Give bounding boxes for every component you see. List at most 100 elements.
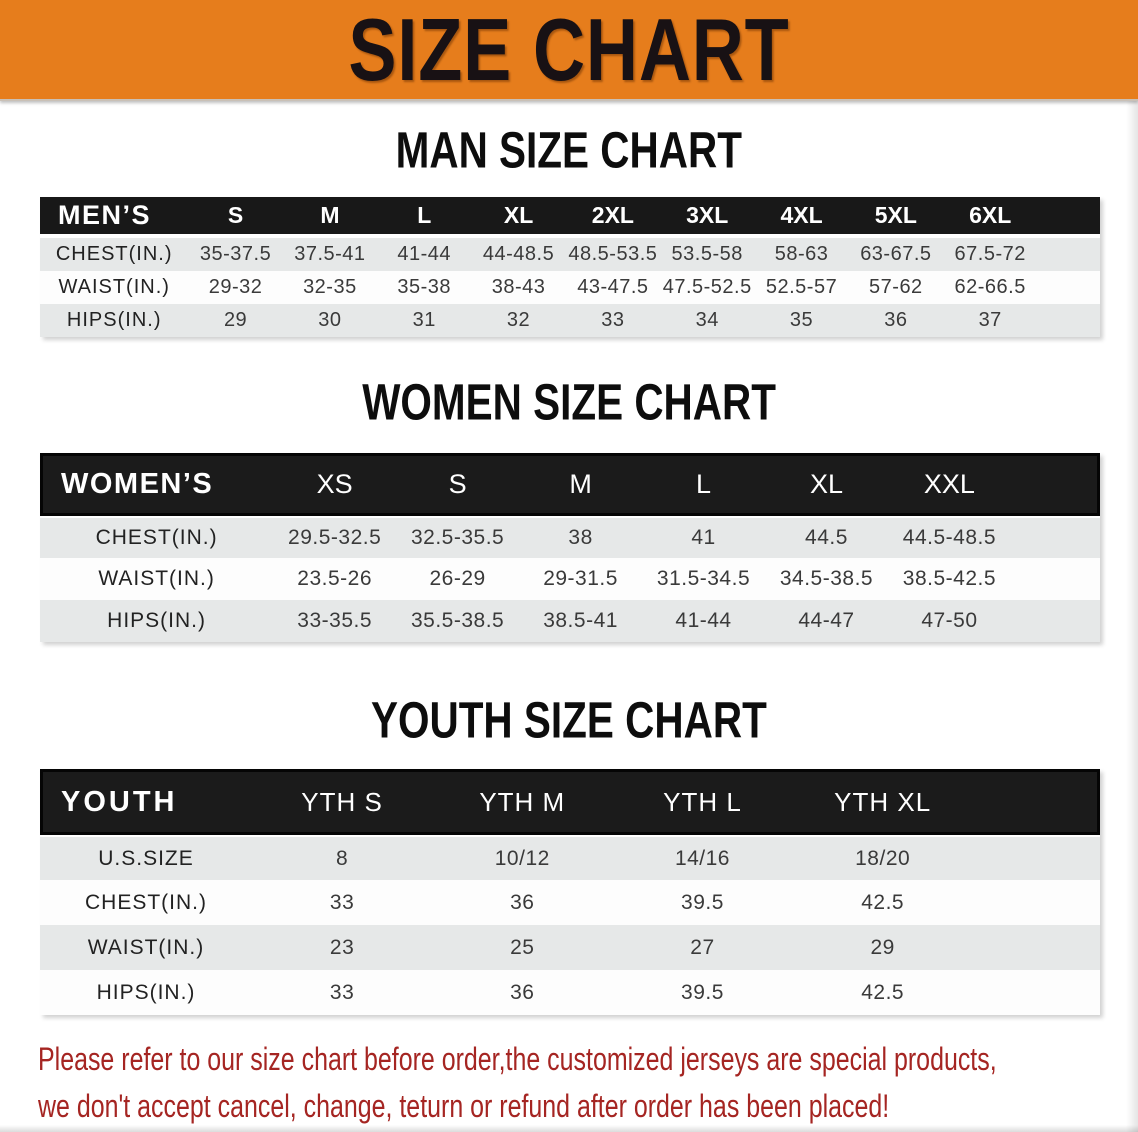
page-edge-shadow: [1126, 101, 1138, 1132]
header-spacer: [1037, 197, 1100, 238]
disclaimer-line-1: Please refer to our size chart before or…: [38, 1041, 997, 1077]
women-section-heading: WOMEN SIZE CHART: [0, 373, 1138, 431]
row-spacer: [973, 925, 1100, 970]
cell-value: 30: [318, 309, 342, 331]
column-header: 4XL: [754, 197, 849, 238]
page-bottom-shadow: [0, 1125, 1138, 1132]
cell-value: 34.5-38.5: [779, 567, 874, 590]
table-header-row: MEN’S S M L XL 2XL 3XL 4XL 5XL 6XL: [40, 197, 1100, 238]
row-spacer: [1011, 600, 1100, 642]
cell-value: 41-44: [397, 243, 452, 265]
cell-value: 36: [510, 890, 535, 914]
table-row: WAIST(IN.) 29-32 32-35 35-38 38-43 43-47.5 47.…: [40, 271, 1100, 304]
cell-value: 35: [789, 309, 814, 331]
column-header: XS: [273, 453, 397, 516]
table-row: CHEST(IN.) 35-37.5 37.5-41 41-44 44-48.5 48.5…: [40, 238, 1100, 271]
cell-value: 29: [870, 935, 895, 959]
row-spacer: [973, 970, 1100, 1015]
table-row: U.S.SIZE 8 10/12 14/16 18/20: [40, 835, 1100, 880]
cell-value: 38.5-41: [543, 609, 618, 632]
column-header: YTH M: [432, 769, 613, 835]
row-spacer: [1037, 238, 1100, 271]
header-spacer: [1010, 453, 1100, 516]
cell-value: 38-43: [491, 276, 546, 298]
row-spacer: [972, 835, 1100, 880]
row-label: HIPS(IN.): [66, 309, 162, 331]
cell-value: 41-44: [675, 609, 732, 632]
disclaimer: Please refer to our size chart before or…: [38, 1036, 1128, 1130]
table-row: HIPS(IN.) 29 30 31 32 33 34 35 36 37: [40, 304, 1100, 337]
table-header-row: YOUTH YTH S YTH M YTH L YTH XL: [40, 769, 1100, 835]
youth-size-table: YOUTH YTH S YTH M YTH L YTH XL U.S.SIZE 8 10/1…: [40, 769, 1100, 1015]
cell-value: 18/20: [792, 835, 973, 880]
column-header: 3XL: [660, 197, 755, 238]
cell-value: 57-62: [869, 276, 923, 298]
row-spacer: [973, 880, 1100, 925]
row-label: HIPS(IN.): [107, 609, 207, 632]
column-header: L: [377, 197, 472, 238]
table-row: HIPS(IN.) 33-35.5 35.5-38.5 38.5-41 41-44 44-…: [40, 600, 1100, 642]
youth-section-heading: YOUTH SIZE CHART: [0, 691, 1138, 749]
table-header-row: WOMEN’S XS S M L XL XXL: [40, 453, 1100, 516]
column-header: XXL: [887, 453, 1011, 516]
cell-value: 29-31.5: [543, 567, 618, 590]
cell-value: 14/16: [612, 835, 793, 880]
cell-value: 27: [690, 935, 715, 959]
women-size-table: WOMEN’S XS S M L XL XXL CHEST(IN.) 29.5-32.5 32.…: [40, 453, 1100, 642]
cell-value: 23.5-26: [297, 567, 373, 590]
table-row: HIPS(IN.) 33 36 39.5 42.5: [40, 970, 1100, 1015]
cell-value: 41: [642, 516, 765, 558]
cell-value: 10/12: [432, 835, 613, 880]
cell-value: 33-35.5: [297, 609, 373, 632]
cell-value: 58-63: [774, 243, 829, 265]
column-header: YTH S: [252, 769, 433, 835]
men-section-heading: MAN SIZE CHART: [0, 121, 1138, 178]
row-spacer: [1010, 516, 1100, 558]
table-corner-label: MEN’S: [40, 197, 189, 238]
table-row: CHEST(IN.) 33 36 39.5 42.5: [40, 880, 1100, 925]
cell-value: 36: [510, 980, 535, 1004]
cell-value: 26-29: [429, 567, 486, 590]
column-header: 2XL: [565, 197, 661, 238]
table-row: CHEST(IN.) 29.5-32.5 32.5-35.5 38 41 44.5 44.5…: [40, 516, 1100, 558]
cell-value: 36: [884, 309, 908, 331]
column-header: 6XL: [943, 197, 1038, 238]
row-label: CHEST(IN.): [40, 516, 274, 558]
column-header: XL: [471, 197, 566, 238]
cell-value: 8: [252, 835, 433, 880]
cell-value: 37: [978, 309, 1002, 331]
column-header: M: [519, 453, 643, 516]
women-table-header: WOMEN’S XS S M L XL XXL: [40, 453, 1100, 516]
row-label: WAIST(IN.): [58, 276, 170, 298]
column-header: S: [188, 197, 283, 238]
cell-value: 44-48.5: [482, 243, 555, 265]
column-header: 5XL: [848, 197, 944, 238]
banner: SIZE CHART: [0, 0, 1138, 101]
row-label: WAIST(IN.): [98, 567, 215, 590]
women-section-heading-text: WOMEN SIZE CHART: [362, 373, 776, 431]
cell-value: 44-47: [798, 609, 855, 632]
row-label: CHEST(IN.): [85, 890, 207, 914]
column-header: M: [282, 197, 378, 238]
row-label: U.S.SIZE: [40, 835, 252, 880]
cell-value: 33: [601, 309, 625, 331]
column-header: XL: [765, 453, 888, 516]
cell-value: 35.5-38.5: [410, 609, 505, 632]
cell-value: 29.5-32.5: [273, 516, 397, 558]
table-row: WAIST(IN.) 23.5-26 26-29 29-31.5 31.5-34.5 34…: [40, 558, 1100, 600]
row-spacer: [1011, 558, 1100, 600]
women-table-body: CHEST(IN.) 29.5-32.5 32.5-35.5 38 41 44.5 44.5…: [40, 516, 1100, 642]
cell-value: 44.5-48.5: [887, 516, 1011, 558]
youth-section-heading-text: YOUTH SIZE CHART: [371, 691, 767, 749]
cell-value: 47.5-52.5: [662, 276, 752, 298]
column-header: YTH L: [612, 769, 793, 835]
cell-value: 33: [329, 980, 355, 1004]
table-row: WAIST(IN.) 23 25 27 29: [40, 925, 1100, 970]
column-header: YTH XL: [792, 769, 973, 835]
cell-value: 32-35: [303, 276, 357, 298]
header-spacer: [972, 769, 1100, 835]
row-label: HIPS(IN.): [96, 980, 196, 1004]
cell-value: 35-38: [397, 276, 452, 298]
cell-value: 52.5-57: [765, 276, 838, 298]
